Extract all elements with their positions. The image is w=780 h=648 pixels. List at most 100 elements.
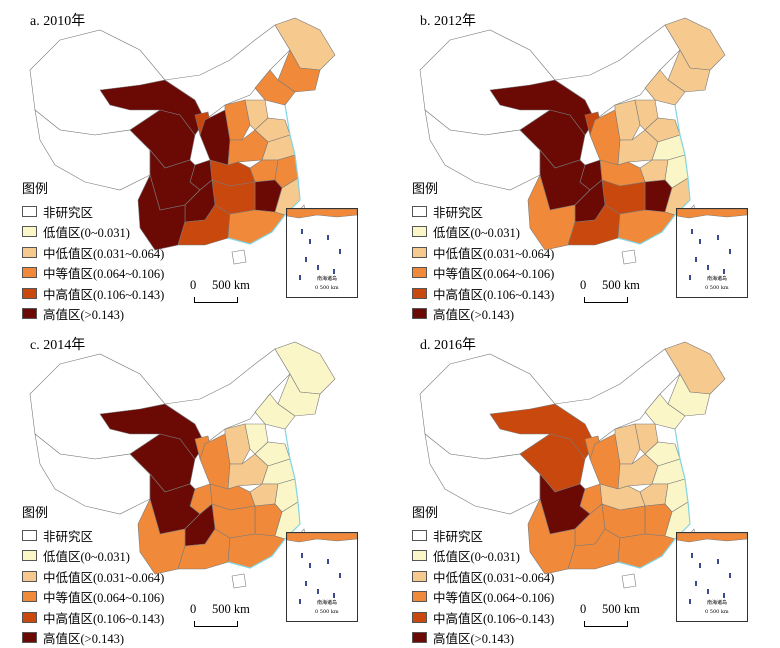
boundary-dash [695,581,697,586]
map-panel-2014: c. 2014年 图例 非研究区 低值区(0~0.031) 中低值区(0.031~0.0… [0,324,380,646]
map-panel-2012: b. 2012年 图例 非研究区 低值区(0~0.031) 中低值区(0.031~0.0… [390,0,770,322]
legend-swatch [22,550,37,562]
region-gansu [489,403,596,460]
legend-item: 中高值区(0.106~0.143) [22,607,164,628]
legend-swatch [22,287,37,299]
region-hainan [231,249,247,265]
boundary-dash [333,593,335,598]
boundary-dash [317,589,319,594]
scale-bar-line [584,297,628,303]
scale-bar: 0 500 km [190,602,270,630]
map-panel-2016: d. 2016年 图例 非研究区 低值区(0~0.031) 中低值区(0.031~0.0… [390,324,770,646]
boundary-dash [707,589,709,594]
inset-scale: 0 500 km [315,609,339,615]
south-china-sea-inset: 南海诸岛 0 500 km [676,532,748,622]
boundary-dash [689,275,691,280]
legend-item: 高值区(>0.143) [22,628,164,648]
scale-bar-line [194,297,238,303]
legend-item: 高值区(>0.143) [412,628,554,648]
boundary-dash [299,275,301,280]
legend-swatch [412,226,427,238]
legend-swatch [22,308,37,320]
scale-distance: 500 km [212,278,250,292]
legend-title: 图例 [22,505,49,520]
legend-label: 中低值区(0.031~0.064) [433,246,555,261]
boundary-dash [699,563,701,568]
boundary-dash [723,593,725,598]
inset-label: 南海诸岛 [707,600,728,606]
panel-title: a. 2010年 [30,14,86,29]
scale-distance: 500 km [602,278,640,292]
legend-swatch [412,287,427,299]
panel-title: d. 2016年 [420,338,476,353]
legend-item: 低值区(0~0.031) [412,222,554,243]
inset-scale: 0 500 km [705,609,729,615]
boundary-dash [723,269,725,274]
legend: 图例 非研究区 低值区(0~0.031) 中低值区(0.031~0.064) 中等值区(… [22,178,164,324]
boundary-dash [717,235,719,240]
region-anhui [249,159,279,183]
legend-swatch [22,632,37,644]
legend-label: 非研究区 [433,205,484,220]
legend-swatch [412,246,427,258]
inset-mainland [286,208,358,219]
boundary-dash [695,257,697,262]
boundary-dash [301,229,303,234]
legend-label: 中高值区(0.106~0.143) [43,611,165,626]
legend-label: 中高值区(0.106~0.143) [433,287,555,302]
legend-item: 非研究区 [22,525,164,546]
region-xinjiang [29,353,166,460]
region-anhui [249,483,279,507]
legend-item: 中等值区(0.064~0.106) [22,263,164,284]
scale-zero: 0 [580,278,587,292]
legend-swatch [412,611,427,623]
boundary-dash [691,229,693,234]
boundary-dash [339,573,341,578]
inset-label: 南海诸岛 [317,600,338,606]
region-xinjiang [29,29,166,136]
scale-bar: 0 500 km [580,278,660,306]
legend-label: 低值区(0~0.031) [433,550,520,565]
coastline [227,104,301,245]
panel-title: b. 2012年 [420,14,476,29]
legend-title: 图例 [22,181,49,196]
region-anhui [639,159,669,183]
legend-label: 非研究区 [433,529,484,544]
legend-item: 高值区(>0.143) [412,304,554,325]
inset-scale: 0 500 km [315,285,339,291]
legend-swatch [22,226,37,238]
boundary-dash [707,265,709,270]
scale-zero: 0 [190,278,197,292]
boundary-dash [339,249,341,254]
inset-map [286,532,358,604]
legend-label: 高值区(>0.143) [433,308,514,323]
legend-swatch [22,267,37,279]
region-hainan [621,573,637,589]
legend-swatch [412,550,427,562]
legend-label: 中等值区(0.064~0.106) [43,591,165,606]
legend-label: 中高值区(0.106~0.143) [433,611,555,626]
choropleth-map [419,341,726,589]
legend-swatch [412,570,427,582]
boundary-dash [305,581,307,586]
boundary-dash [327,559,329,564]
region-gansu [489,79,596,136]
legend-item: 中等值区(0.064~0.106) [412,263,554,284]
boundary-dash [301,553,303,558]
region-hainan [231,573,247,589]
inset-mainland [286,532,358,543]
legend-item: 中低值区(0.031~0.064) [412,242,554,263]
legend-label: 中等值区(0.064~0.106) [433,591,555,606]
boundary-dash [689,599,691,604]
panel-title: c. 2014年 [30,338,86,353]
legend-item: 非研究区 [412,201,554,222]
boundary-dash [699,239,701,244]
legend-label: 低值区(0~0.031) [43,550,130,565]
legend-swatch [412,308,427,320]
scale-bar-line [584,621,628,627]
region-gansu [99,79,206,136]
boundary-dash [729,573,731,578]
south-china-sea-inset: 南海诸岛 0 500 km [286,532,358,622]
boundary-dash [299,599,301,604]
region-xinjiang [419,29,556,136]
